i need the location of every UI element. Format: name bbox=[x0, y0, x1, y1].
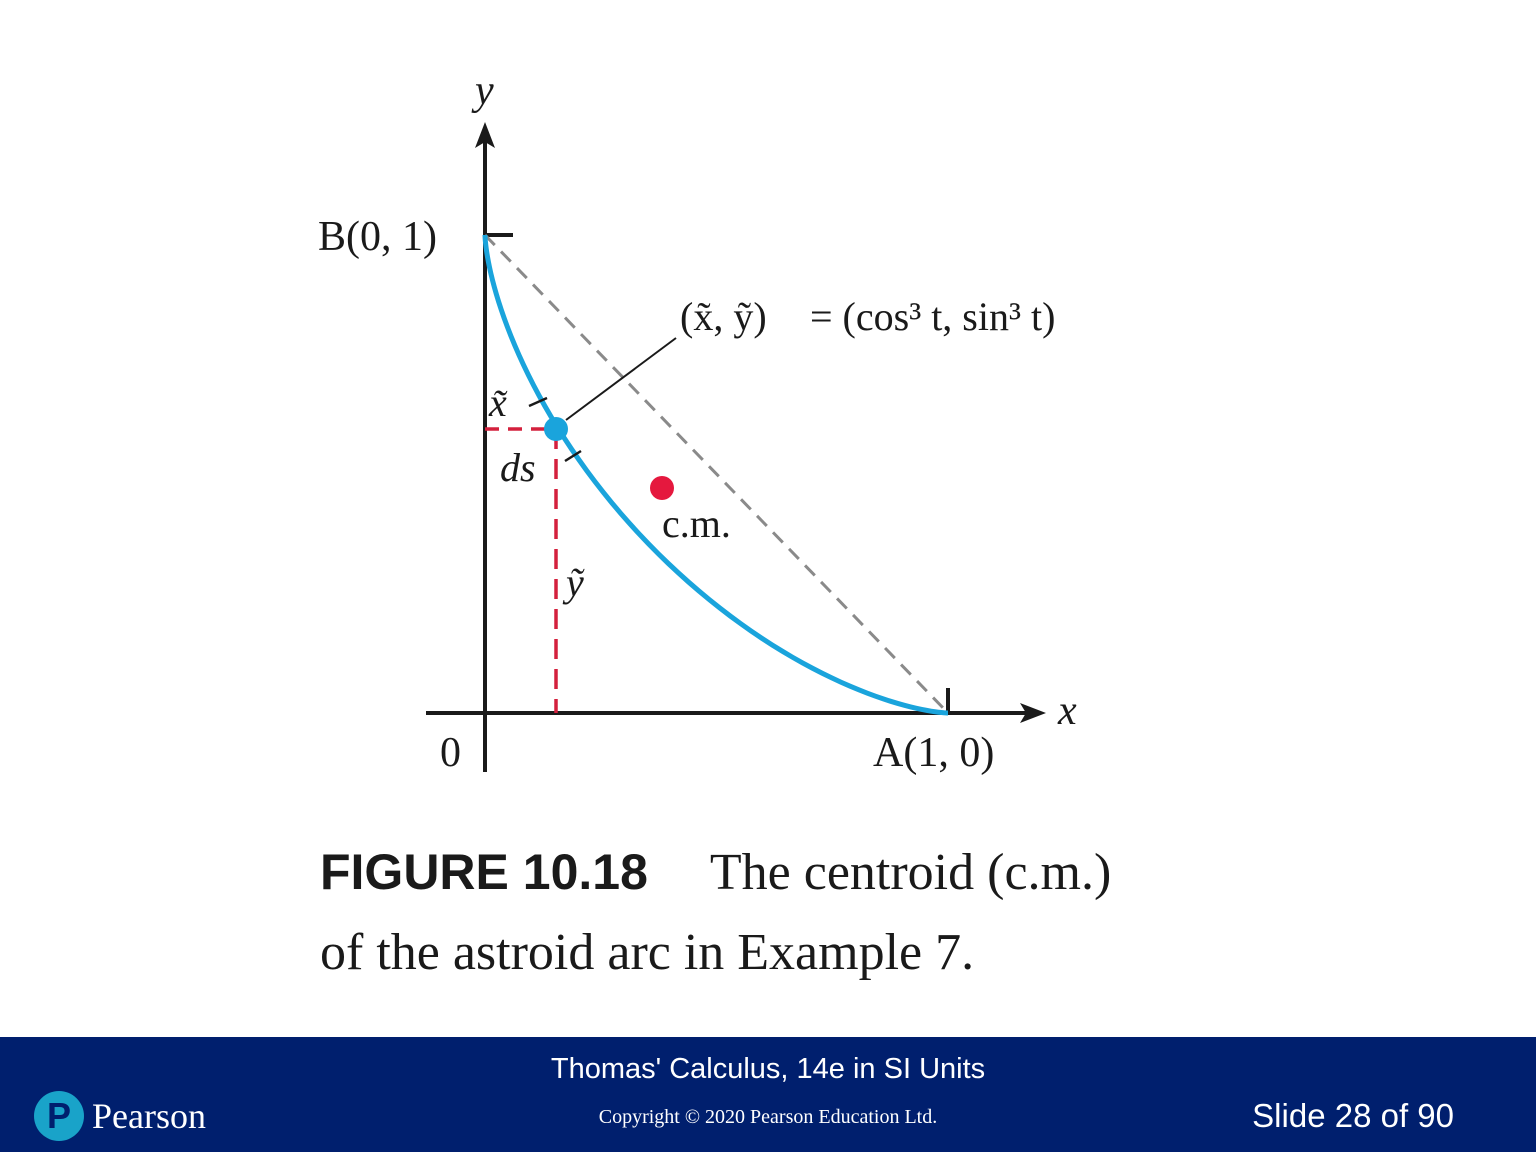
y-axis-arrowhead bbox=[475, 122, 495, 148]
curve-point bbox=[544, 417, 568, 441]
origin-label: 0 bbox=[440, 730, 461, 776]
book-title: Thomas' Calculus, 14e in SI Units bbox=[550, 1053, 986, 1085]
x-axis-arrowhead bbox=[1020, 703, 1046, 723]
point-a-label: A(1, 0) bbox=[873, 730, 994, 776]
ds-tick-lower bbox=[564, 449, 582, 463]
y-axis-label: y bbox=[471, 68, 494, 114]
centroid-point bbox=[650, 476, 674, 500]
point-b-label: B(0, 1) bbox=[318, 214, 437, 260]
figure-caption: FIGURE 10.18 The centroid (c.m.) of the a… bbox=[320, 832, 1320, 993]
pearson-wordmark: Pearson bbox=[92, 1096, 206, 1136]
slide-number: Slide 28 of 90 bbox=[1252, 1097, 1454, 1134]
ds-tick-upper bbox=[528, 396, 548, 408]
centroid-label: c.m. bbox=[662, 501, 731, 546]
slide-footer: P Pearson Thomas' Calculus, 14e in SI Un… bbox=[0, 1037, 1536, 1152]
caption-line-2: of the astroid arc in Example 7. bbox=[320, 924, 975, 981]
param-point-label-lhs: (x̃, ỹ) bbox=[680, 294, 767, 339]
param-point-label-rhs: = (cos³ t, sin³ t) bbox=[810, 294, 1055, 339]
caption-line-1: The centroid (c.m.) bbox=[709, 844, 1112, 901]
pearson-p-icon: P bbox=[34, 1091, 84, 1141]
astroid-figure: y x 0 B(0, 1) A(1, 0) (x̃, ỹ) = (cos³ t… bbox=[318, 68, 1077, 776]
astroid-arc bbox=[482, 235, 948, 716]
ds-label: ds bbox=[500, 445, 536, 490]
x-tilde-label: x̃ bbox=[488, 380, 508, 425]
x-axis-label: x bbox=[1057, 688, 1077, 734]
point-leader-line bbox=[565, 337, 677, 421]
pearson-logo: P Pearson bbox=[34, 1089, 206, 1143]
chord-line bbox=[483, 233, 950, 715]
figure-number: FIGURE 10.18 bbox=[320, 844, 648, 900]
copyright-notice: Copyright © 2020 Pearson Education Ltd. bbox=[598, 1106, 938, 1128]
y-tilde-label: ỹ bbox=[562, 560, 585, 605]
